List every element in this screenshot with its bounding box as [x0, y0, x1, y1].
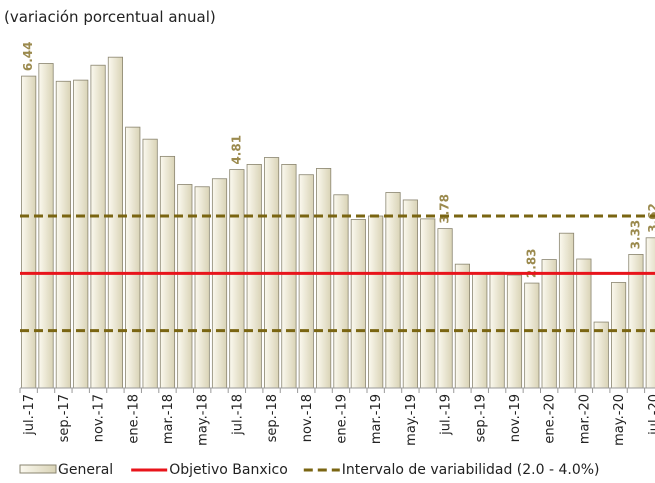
bar — [90, 64, 106, 389]
value-label: 3.78 — [438, 194, 452, 224]
x-tick-label: mar.-20 — [577, 394, 592, 444]
bar — [524, 282, 540, 389]
x-tick-label: nov.-18 — [300, 394, 315, 442]
x-tick-label: jul.-20 — [647, 394, 655, 436]
bar — [402, 199, 418, 389]
bar — [541, 259, 557, 389]
bar — [437, 228, 453, 389]
bar — [142, 138, 158, 389]
x-tick-label: may.-18 — [196, 394, 211, 446]
x-tick-label: jul.-18 — [230, 394, 245, 436]
x-tick-label: mar.-19 — [369, 394, 384, 444]
bar — [645, 237, 655, 389]
legend-label: General — [58, 462, 113, 478]
bar — [21, 75, 37, 389]
bar — [385, 192, 401, 389]
value-label: 3.33 — [628, 220, 642, 250]
bar — [316, 168, 332, 389]
chart-subtitle: (variación porcentual anual) — [4, 8, 216, 26]
x-tick-label: nov.-19 — [508, 394, 523, 442]
x-tick-label: may.-19 — [404, 394, 419, 446]
bar — [558, 232, 575, 389]
x-tick-label: nov.-17 — [92, 394, 107, 442]
value-label: 3.62 — [646, 203, 655, 233]
x-tick-label: jul.-19 — [439, 394, 454, 436]
x-tick-label: ene.-18 — [126, 394, 141, 444]
bar — [73, 79, 89, 389]
bar — [454, 263, 471, 389]
value-label: 2.83 — [524, 248, 538, 278]
legend-swatch — [19, 464, 57, 474]
x-tick-label: sep.-19 — [473, 394, 488, 442]
x-tick-label: ene.-19 — [334, 394, 349, 444]
bar — [350, 219, 366, 389]
bar — [125, 126, 141, 389]
value-label: 6.44 — [21, 41, 35, 71]
bar — [229, 169, 245, 389]
value-label: 4.81 — [229, 135, 243, 165]
x-tick-label: may.-20 — [612, 394, 627, 446]
bar — [368, 215, 384, 389]
bar — [55, 80, 71, 389]
bar — [333, 194, 349, 389]
bar — [211, 178, 228, 389]
x-tick-label: jul.-17 — [22, 394, 37, 436]
bar — [298, 174, 314, 389]
bar — [611, 282, 627, 389]
x-tick-label: mar.-18 — [161, 394, 176, 444]
legend-label: Intervalo de variabilidad (2.0 - 4.0%) — [342, 462, 600, 478]
bar — [107, 56, 124, 389]
x-tick-label: ene.-20 — [543, 394, 558, 444]
legend-label: Objetivo Banxico — [169, 462, 288, 478]
x-tick-label: sep.-18 — [265, 394, 280, 442]
bar — [420, 218, 436, 389]
bar — [576, 258, 592, 389]
x-tick-label: sep.-17 — [57, 394, 72, 442]
bar — [38, 63, 54, 389]
bar — [281, 163, 297, 389]
bar — [246, 163, 262, 389]
